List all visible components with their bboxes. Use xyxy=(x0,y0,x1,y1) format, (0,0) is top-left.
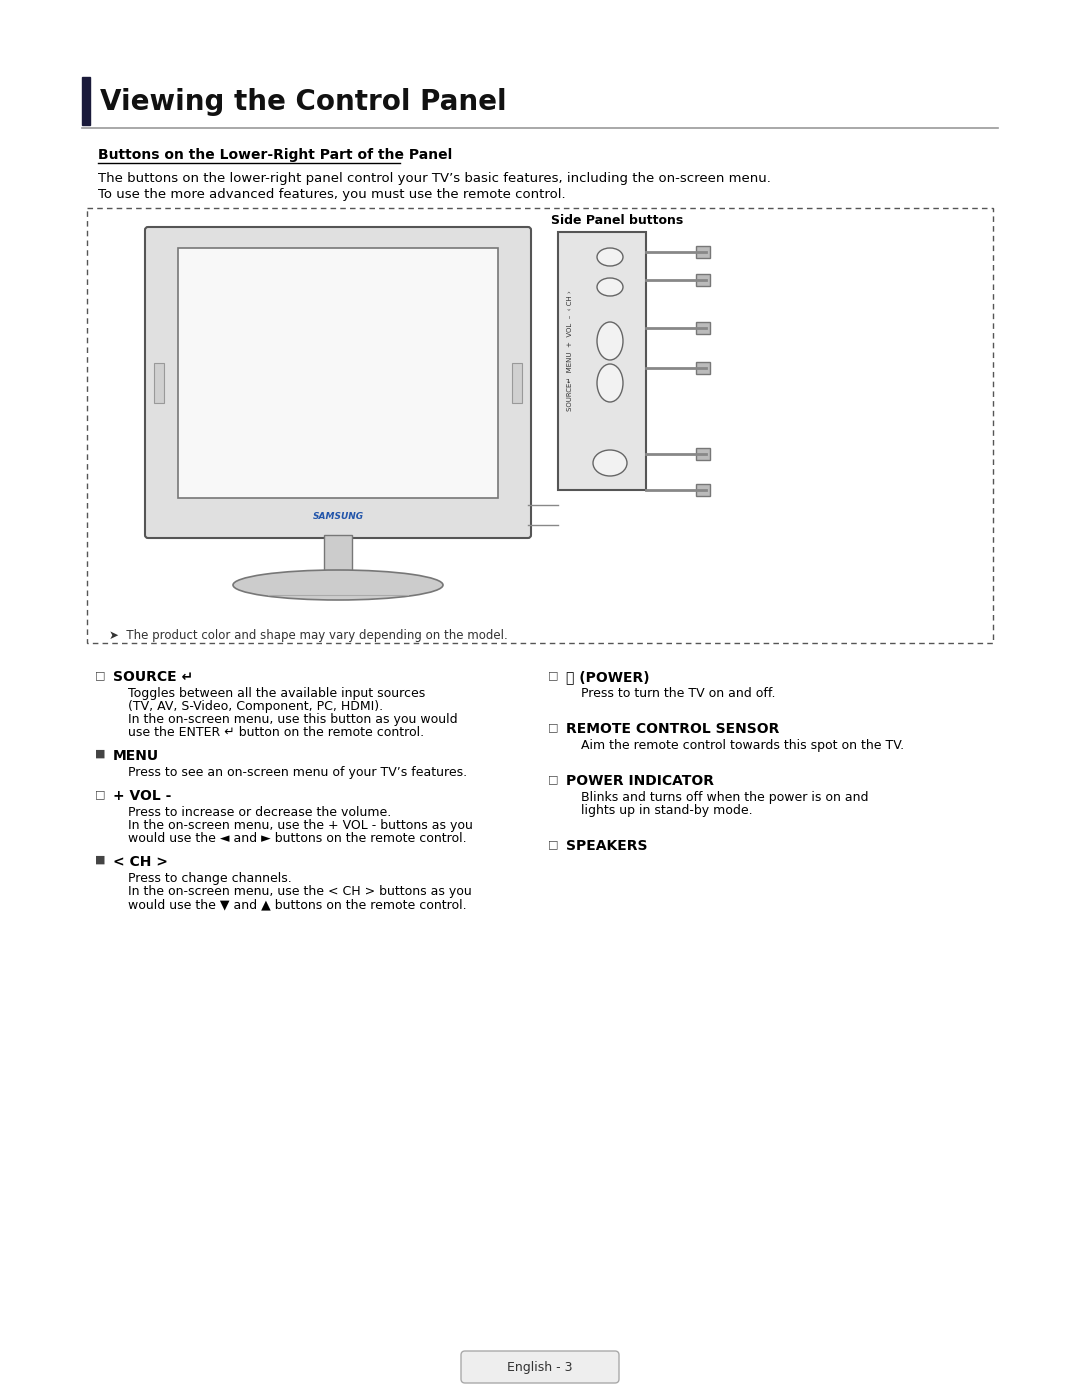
Ellipse shape xyxy=(233,570,443,599)
Text: □: □ xyxy=(95,671,106,680)
Text: In the on-screen menu, use the + VOL - buttons as you: In the on-screen menu, use the + VOL - b… xyxy=(129,819,473,833)
Text: POWER INDICATOR: POWER INDICATOR xyxy=(566,774,714,788)
Bar xyxy=(558,232,646,490)
Text: SOURCE ↵: SOURCE ↵ xyxy=(113,671,193,685)
Bar xyxy=(696,483,710,496)
Text: (TV, AV, S-Video, Component, PC, HDMI).: (TV, AV, S-Video, Component, PC, HDMI). xyxy=(129,700,383,712)
Text: ■: ■ xyxy=(95,855,106,865)
Text: Blinks and turns off when the power is on and: Blinks and turns off when the power is o… xyxy=(581,791,868,805)
Text: use the ENTER ↵ button on the remote control.: use the ENTER ↵ button on the remote con… xyxy=(129,726,424,739)
Text: Side Panel buttons: Side Panel buttons xyxy=(551,214,684,226)
Text: To use the more advanced features, you must use the remote control.: To use the more advanced features, you m… xyxy=(98,189,566,201)
Bar xyxy=(178,249,498,497)
Text: The buttons on the lower-right panel control your TV’s basic features, including: The buttons on the lower-right panel con… xyxy=(98,172,771,184)
Bar xyxy=(696,321,710,334)
Bar xyxy=(696,362,710,374)
Bar xyxy=(512,362,522,402)
FancyBboxPatch shape xyxy=(461,1351,619,1383)
Text: would use the ◄ and ► buttons on the remote control.: would use the ◄ and ► buttons on the rem… xyxy=(129,833,467,845)
Ellipse shape xyxy=(597,278,623,296)
Ellipse shape xyxy=(597,365,623,402)
Text: Aim the remote control towards this spot on the TV.: Aim the remote control towards this spot… xyxy=(581,739,904,752)
Bar xyxy=(696,448,710,460)
Text: REMOTE CONTROL SENSOR: REMOTE CONTROL SENSOR xyxy=(566,722,780,736)
Text: ⏻ (POWER): ⏻ (POWER) xyxy=(566,671,650,685)
Text: Press to turn the TV on and off.: Press to turn the TV on and off. xyxy=(581,687,775,700)
Text: Press to see an on-screen menu of your TV’s features.: Press to see an on-screen menu of your T… xyxy=(129,766,468,780)
Ellipse shape xyxy=(593,450,627,476)
Bar xyxy=(696,246,710,258)
Text: Buttons on the Lower-Right Part of the Panel: Buttons on the Lower-Right Part of the P… xyxy=(98,148,453,162)
Bar xyxy=(82,77,90,124)
Bar xyxy=(324,535,352,577)
Ellipse shape xyxy=(597,321,623,360)
Text: In the on-screen menu, use the < CH > buttons as you: In the on-screen menu, use the < CH > bu… xyxy=(129,886,472,898)
Text: □: □ xyxy=(548,722,558,732)
Text: ■: ■ xyxy=(95,749,106,759)
Bar xyxy=(696,274,710,286)
Text: □: □ xyxy=(548,774,558,784)
Text: SAMSUNG: SAMSUNG xyxy=(312,511,364,521)
Text: □: □ xyxy=(95,789,106,799)
Text: MENU: MENU xyxy=(113,749,159,763)
Text: Press to change channels.: Press to change channels. xyxy=(129,872,292,886)
Text: < CH >: < CH > xyxy=(113,855,167,869)
Text: SOURCE↵  MENU  +  VOL  –  ‹ CH ›: SOURCE↵ MENU + VOL – ‹ CH › xyxy=(567,291,573,411)
Text: + VOL -: + VOL - xyxy=(113,789,172,803)
Text: Toggles between all the available input sources: Toggles between all the available input … xyxy=(129,687,426,700)
Text: English - 3: English - 3 xyxy=(508,1361,572,1373)
Text: Press to increase or decrease the volume.: Press to increase or decrease the volume… xyxy=(129,806,391,819)
Text: would use the ▼ and ▲ buttons on the remote control.: would use the ▼ and ▲ buttons on the rem… xyxy=(129,898,467,911)
FancyBboxPatch shape xyxy=(145,226,531,538)
Text: In the on-screen menu, use this button as you would: In the on-screen menu, use this button a… xyxy=(129,712,458,726)
Bar xyxy=(154,362,164,402)
Ellipse shape xyxy=(597,249,623,265)
Text: ➤  The product color and shape may vary depending on the model.: ➤ The product color and shape may vary d… xyxy=(109,629,508,643)
Text: Viewing the Control Panel: Viewing the Control Panel xyxy=(100,88,507,116)
Text: lights up in stand-by mode.: lights up in stand-by mode. xyxy=(581,805,753,817)
Text: SPEAKERS: SPEAKERS xyxy=(566,840,648,854)
Text: □: □ xyxy=(548,671,558,680)
Text: □: □ xyxy=(548,840,558,849)
